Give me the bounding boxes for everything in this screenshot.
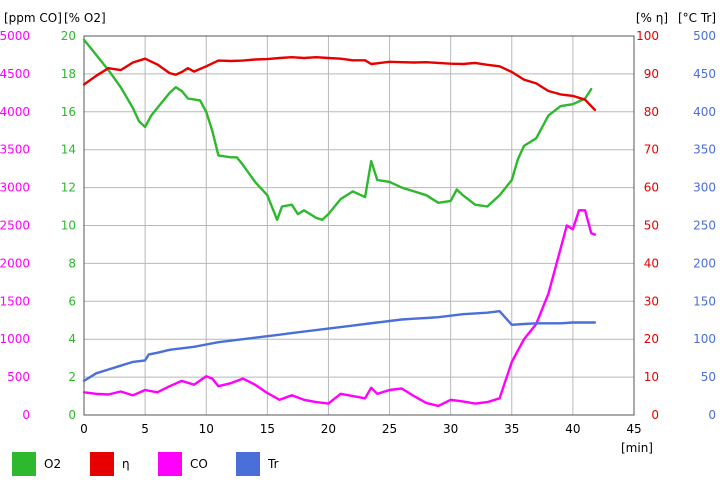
eta-tick-label: 60	[644, 181, 659, 195]
o2-tick-label: 20	[61, 29, 76, 43]
series-line-η	[82, 56, 597, 112]
eta-tick-label: 30	[644, 294, 659, 308]
co-tick-label: 4500	[0, 67, 30, 81]
o2-tick-label: 10	[61, 219, 76, 233]
x-tick-label: 40	[565, 422, 580, 436]
o2-tick-label: 8	[68, 256, 76, 270]
x-tick-label: 15	[260, 422, 275, 436]
x-tick-label: 35	[504, 422, 519, 436]
legend-swatch-O2	[12, 452, 36, 476]
series-line-Tr	[82, 310, 597, 383]
x-tick-label: 5	[141, 422, 149, 436]
o2-tick-label: 4	[68, 332, 76, 346]
o2-tick-label: 16	[61, 105, 76, 119]
co-axis-label: [ppm CO]	[4, 11, 62, 25]
o2-tick-label: 6	[68, 294, 76, 308]
co-tick-label: 500	[7, 370, 30, 384]
co-tick-label: 4000	[0, 105, 30, 119]
co-tick-label: 0	[22, 408, 30, 422]
x-axis-label: [min]	[621, 441, 653, 455]
co-tick-label: 1000	[0, 332, 30, 346]
co-tick-label: 3500	[0, 143, 30, 157]
eta-tick-label: 40	[644, 256, 659, 270]
eta-tick-label: 10	[644, 370, 659, 384]
x-tick-labels: 0 5 10 15 20 25 30 35 40 45	[80, 422, 641, 436]
tr-tick-label: 500	[693, 29, 716, 43]
legend-label-O2: O2	[44, 457, 61, 471]
x-tick-label: 45	[626, 422, 641, 436]
legend-label-CO: CO	[190, 457, 208, 471]
tr-tick-label: 450	[693, 67, 716, 81]
eta-tick-label: 100	[636, 29, 659, 43]
tr-tick-label: 100	[693, 332, 716, 346]
legend: O2 η CO Tr	[12, 452, 279, 476]
tr-tick-label: 0	[708, 408, 716, 422]
x-tick-label: 0	[80, 422, 88, 436]
o2-tick-label: 14	[61, 143, 76, 157]
plot-area-border	[83, 35, 635, 416]
eta-tick-label: 70	[644, 143, 659, 157]
co-tick-label: 3000	[0, 181, 30, 195]
series-line-O2	[82, 38, 593, 221]
legend-swatch-Tr	[236, 452, 260, 476]
o2-tick-label: 2	[68, 370, 76, 384]
legend-swatch-η	[90, 452, 114, 476]
plot-frame	[83, 35, 635, 416]
legend-label-η: η	[122, 457, 130, 471]
series-line-CO	[82, 209, 597, 408]
tr-tick-label: 150	[693, 294, 716, 308]
grid	[84, 36, 634, 415]
x-tick-label: 20	[321, 422, 336, 436]
eta-axis-label: [% η]	[636, 11, 668, 25]
eta-tick-label: 80	[644, 105, 659, 119]
o2-tick-label: 0	[68, 408, 76, 422]
legend-label-Tr: Tr	[267, 457, 279, 471]
o2-tick-label: 12	[61, 181, 76, 195]
co-tick-label: 1500	[0, 294, 30, 308]
x-tick-label: 30	[443, 422, 458, 436]
eta-tick-label: 20	[644, 332, 659, 346]
tr-tick-label: 350	[693, 143, 716, 157]
eta-tick-label: 50	[644, 219, 659, 233]
tr-tick-label: 400	[693, 105, 716, 119]
co-tick-label: 2000	[0, 256, 30, 270]
o2-tick-label: 18	[61, 67, 76, 81]
tr-tick-label: 250	[693, 219, 716, 233]
o2-axis-label: [% O2]	[64, 11, 106, 25]
tr-axis-label: [°C Tr]	[678, 11, 716, 25]
legend-swatch-CO	[158, 452, 182, 476]
y-tick-labels: 0500100015002000250030003500400045005000…	[0, 29, 716, 422]
co-tick-label: 2500	[0, 219, 30, 233]
eta-tick-label: 0	[651, 408, 659, 422]
x-tick-label: 10	[199, 422, 214, 436]
tr-tick-label: 200	[693, 256, 716, 270]
series-lines	[82, 38, 597, 408]
co-tick-label: 5000	[0, 29, 30, 43]
tr-tick-label: 300	[693, 181, 716, 195]
eta-tick-label: 90	[644, 67, 659, 81]
tr-tick-label: 50	[701, 370, 716, 384]
x-tick-label: 25	[382, 422, 397, 436]
